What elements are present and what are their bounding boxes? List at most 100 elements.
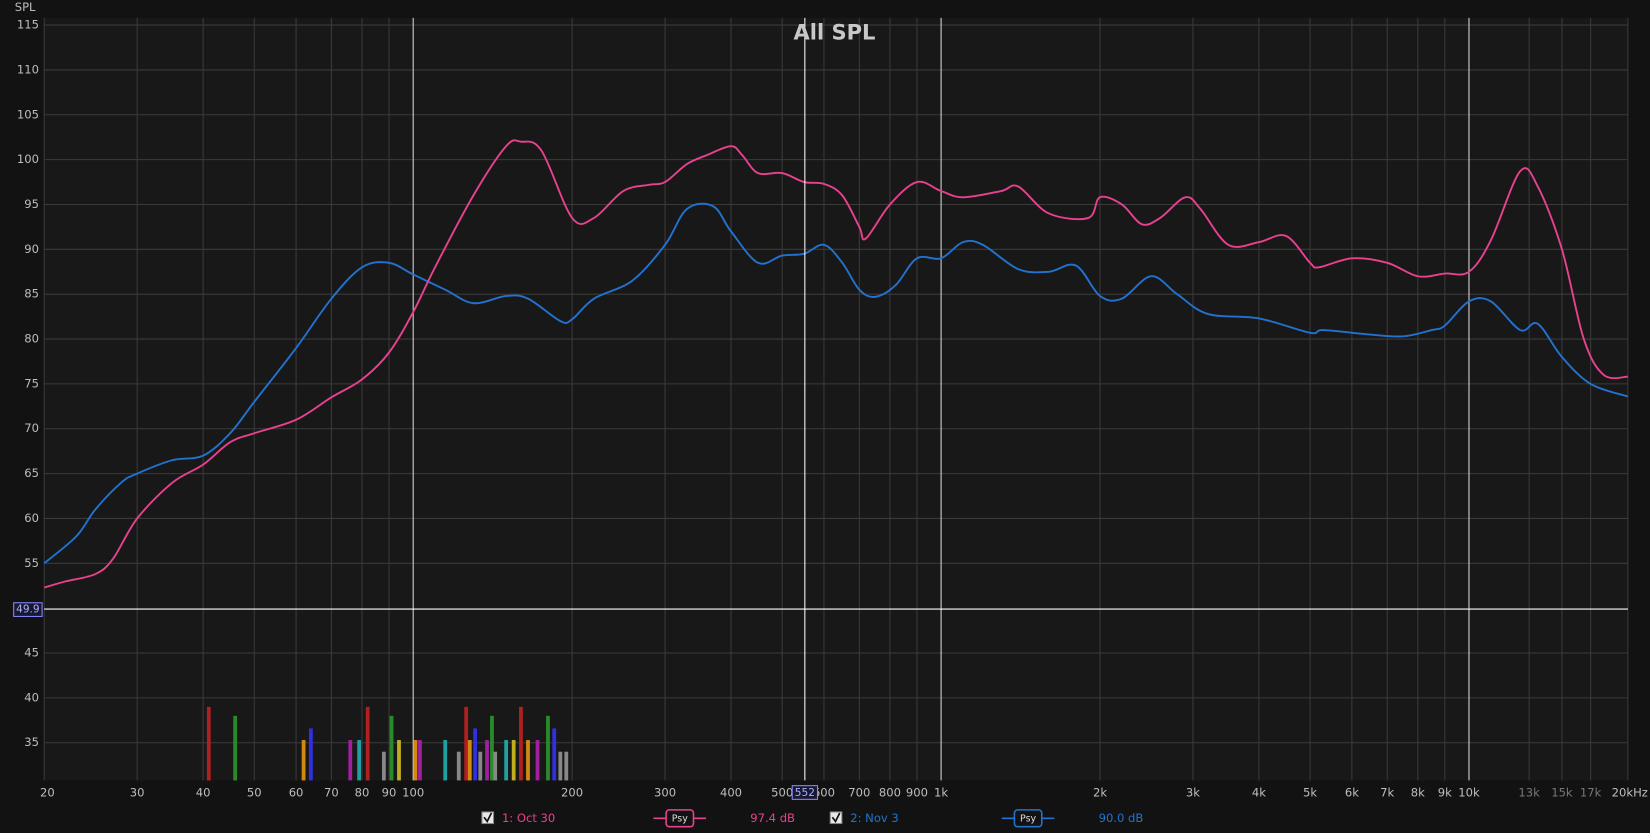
x-tick-label: 60 <box>289 786 304 800</box>
cursor-x-box <box>791 785 819 800</box>
checkbox-tick <box>483 812 493 824</box>
legend-level: 90.0 dB <box>1099 811 1144 825</box>
x-tick-label: 300 <box>654 786 676 800</box>
x-tick-label: 40 <box>196 786 211 800</box>
x-tick-label: 6k <box>1345 786 1359 800</box>
cursor-y-box <box>13 602 43 617</box>
marker-bar <box>504 740 509 781</box>
checkbox[interactable] <box>829 811 843 825</box>
x-tick-label: 7k <box>1380 786 1394 800</box>
marker-bar <box>381 751 386 781</box>
chart-title: All SPL <box>793 20 875 45</box>
marker-bar <box>558 751 563 781</box>
y-tick-label: 70 <box>24 421 39 435</box>
checkbox-tick <box>831 812 841 824</box>
marker-bar <box>357 740 362 781</box>
checkbox[interactable] <box>481 811 495 825</box>
marker-bar <box>397 740 401 781</box>
marker-bar <box>308 728 313 781</box>
x-tick-label: 2k <box>1093 786 1107 800</box>
y-tick-label: 75 <box>24 376 39 390</box>
x-tick-label: 15k <box>1551 786 1573 800</box>
x-tick-label: 90 <box>382 786 397 800</box>
x-tick-label: 700 <box>848 786 870 800</box>
marker-bar <box>546 715 550 781</box>
cursor-y-label: 49.9 <box>16 604 39 616</box>
x-tick-label: 3k <box>1186 786 1200 800</box>
y-tick-label: 35 <box>24 735 39 749</box>
marker-bar <box>519 706 523 781</box>
smoothing-label: Psy <box>1020 813 1036 824</box>
marker-bar <box>478 751 483 781</box>
marker-bar <box>301 740 306 781</box>
y-tick-label: 85 <box>24 287 39 301</box>
x-tick-label: 5k <box>1303 786 1317 800</box>
x-tick-label: 30 <box>130 786 145 800</box>
y-tick-label: 55 <box>24 556 39 570</box>
marker-bar <box>493 751 498 781</box>
x-tick-label: 100 <box>402 786 424 800</box>
x-tick-label: 80 <box>355 786 370 800</box>
y-tick-label: 115 <box>17 18 39 32</box>
marker-bar <box>564 751 569 781</box>
marker-bar <box>526 740 530 781</box>
y-tick-label: 90 <box>24 242 39 256</box>
x-tick-label: 13k <box>1518 786 1540 800</box>
x-tick-label: 20 <box>40 786 55 800</box>
marker-bar <box>535 740 540 781</box>
x-tick-label: 20kHz <box>1612 786 1648 800</box>
cursor-x-label: 552 <box>795 787 815 799</box>
x-tick-label: 900 <box>906 786 928 800</box>
marker-bar <box>464 706 469 781</box>
plot-area <box>44 17 1628 781</box>
x-tick-label: 200 <box>561 786 583 800</box>
marker-bar <box>552 728 557 781</box>
x-tick-label: 400 <box>720 786 742 800</box>
x-tick-label: 1k <box>934 786 948 800</box>
marker-bar <box>206 706 211 781</box>
y-tick-label: 40 <box>24 690 39 704</box>
marker-bar <box>413 740 418 781</box>
series-line <box>43 202 1629 565</box>
smoothing-box[interactable] <box>665 809 695 828</box>
x-tick-label: 10k <box>1458 786 1480 800</box>
smoothing-label: Psy <box>672 813 688 824</box>
y-tick-label: 65 <box>24 466 39 480</box>
x-tick-label: 17k <box>1580 786 1602 800</box>
marker-bar <box>365 706 370 781</box>
y-tick-label: 45 <box>24 646 39 660</box>
marker-bar <box>467 740 472 781</box>
y-tick-label: 60 <box>24 511 39 525</box>
y-tick-label: 110 <box>17 62 39 76</box>
y-tick-label: 105 <box>17 107 39 121</box>
marker-bar <box>473 728 477 781</box>
y-tick-label: 80 <box>24 332 39 346</box>
marker-bar <box>443 740 448 781</box>
y-tick-label: 100 <box>17 152 39 166</box>
legend-name[interactable]: 1: Oct 30 <box>502 811 555 825</box>
marker-bar <box>418 740 422 781</box>
legend-name[interactable]: 2: Nov 3 <box>850 811 899 825</box>
series-line <box>43 139 1628 589</box>
marker-bar <box>389 715 394 781</box>
y-axis-label: SPL <box>15 0 36 14</box>
marker-bar <box>511 740 516 781</box>
x-tick-label: 500 <box>771 786 793 800</box>
marker-bar <box>233 715 238 781</box>
legend-level: 97.4 dB <box>750 811 795 825</box>
y-tick-label: 95 <box>24 197 39 211</box>
x-tick-label: 50 <box>247 786 262 800</box>
marker-bar <box>485 740 489 781</box>
x-tick-label: 8k <box>1411 786 1425 800</box>
x-tick-label: 600 <box>813 786 835 800</box>
x-tick-label: 4k <box>1252 786 1266 800</box>
marker-bar <box>348 740 353 781</box>
x-tick-label: 9k <box>1438 786 1452 800</box>
marker-bar <box>490 715 494 781</box>
x-tick-label: 70 <box>324 786 339 800</box>
smoothing-box[interactable] <box>1013 809 1043 828</box>
marker-bar <box>456 751 461 781</box>
x-tick-label: 800 <box>879 786 901 800</box>
